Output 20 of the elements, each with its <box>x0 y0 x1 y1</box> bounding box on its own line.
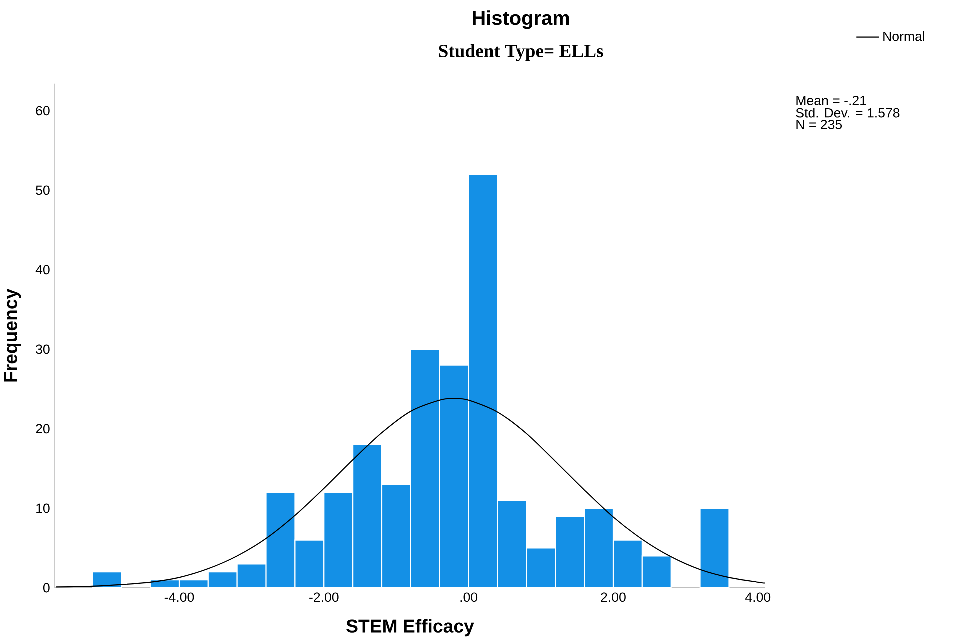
chart-title: Histogram <box>473 10 570 30</box>
text: Std. Dev. = 1.578 <box>796 108 900 118</box>
text: Mean = -.21 <box>796 96 866 106</box>
x-tick-label: 2.00 <box>601 592 626 602</box>
y-tick-label: 40 <box>36 265 50 274</box>
y-tick-label: 10 <box>36 504 50 513</box>
y-axis-title: Frequency <box>4 288 22 382</box>
x-tick-label: -4.00 <box>164 592 194 602</box>
x-tick-label: -2.00 <box>310 592 339 602</box>
chart-subtitle: Student Type= ELLs <box>439 44 604 62</box>
y-tick-label: 20 <box>36 424 50 434</box>
x-axis-title: STEM Efficacy <box>346 619 474 636</box>
y-tick-label: 50 <box>36 185 50 195</box>
y-tick-label: 30 <box>36 344 50 354</box>
text: N = 235 <box>796 120 842 130</box>
y-tick-label: 60 <box>36 106 50 116</box>
y-tick-label: 0 <box>43 583 50 592</box>
legend-label: Normal <box>884 31 924 42</box>
x-tick-label: .00 <box>460 592 478 602</box>
x-tick-label: 4.00 <box>746 592 771 602</box>
